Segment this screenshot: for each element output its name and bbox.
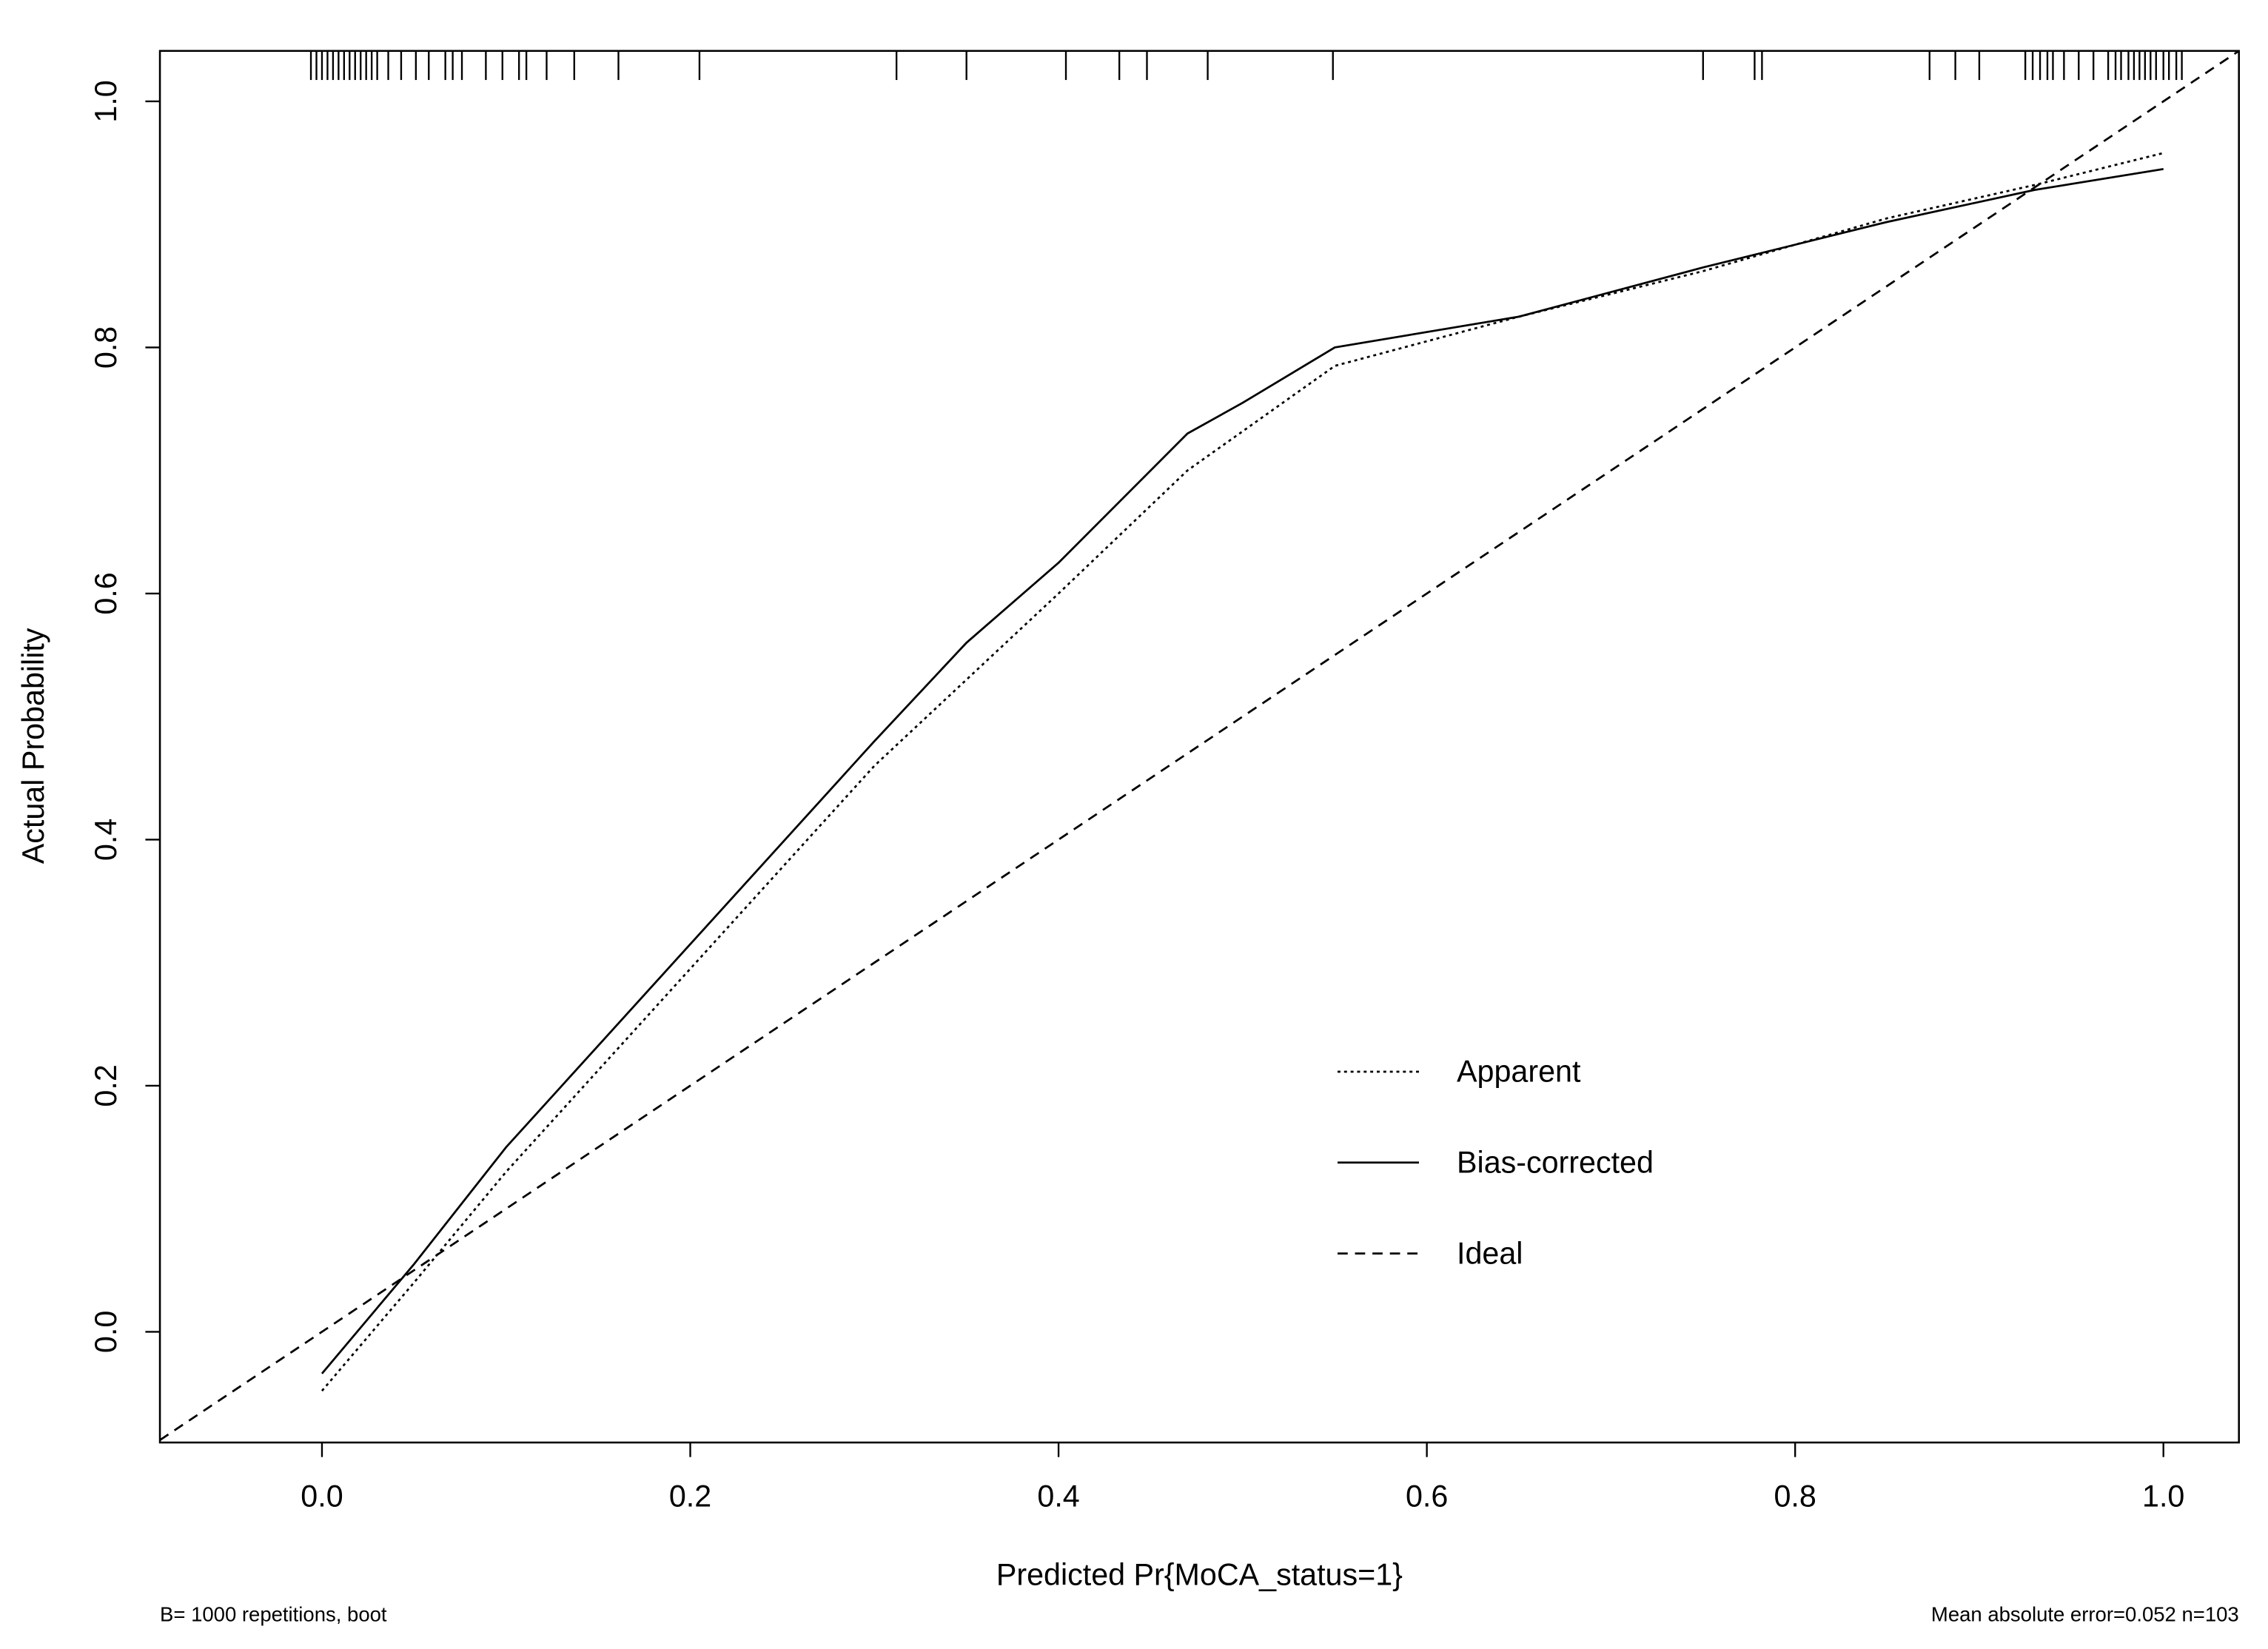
x-axis-label: Predicted Pr{MoCA_status=1}	[996, 1558, 1403, 1592]
footnote: Mean absolute error=0.052 n=103	[1931, 1603, 2239, 1626]
x-tick-label: 1.0	[2142, 1479, 2184, 1513]
footnote: B= 1000 repetitions, boot	[160, 1603, 387, 1626]
y-tick-label: 0.0	[89, 1311, 123, 1353]
x-tick-label: 0.2	[669, 1479, 711, 1513]
legend-label: Bias-corrected	[1457, 1146, 1654, 1180]
y-axis-label: Actual Probability	[16, 628, 50, 864]
series-line	[160, 50, 2239, 1441]
x-tick-label: 0.4	[1037, 1479, 1079, 1513]
y-tick-label: 0.4	[89, 819, 123, 861]
y-tick-label: 0.2	[89, 1064, 123, 1106]
legend-label: Ideal	[1457, 1236, 1523, 1270]
y-tick-label: 0.8	[89, 326, 123, 369]
series-line	[321, 168, 2164, 1374]
x-tick-label: 0.6	[1406, 1479, 1448, 1513]
x-tick-label: 0.8	[1774, 1479, 1816, 1513]
legend-label: Apparent	[1457, 1055, 1581, 1089]
y-tick-label: 1.0	[89, 80, 123, 122]
x-tick-label: 0.0	[301, 1479, 343, 1513]
plot-frame	[158, 50, 2240, 1444]
series-line	[321, 152, 2164, 1392]
y-tick-label: 0.6	[89, 572, 123, 614]
